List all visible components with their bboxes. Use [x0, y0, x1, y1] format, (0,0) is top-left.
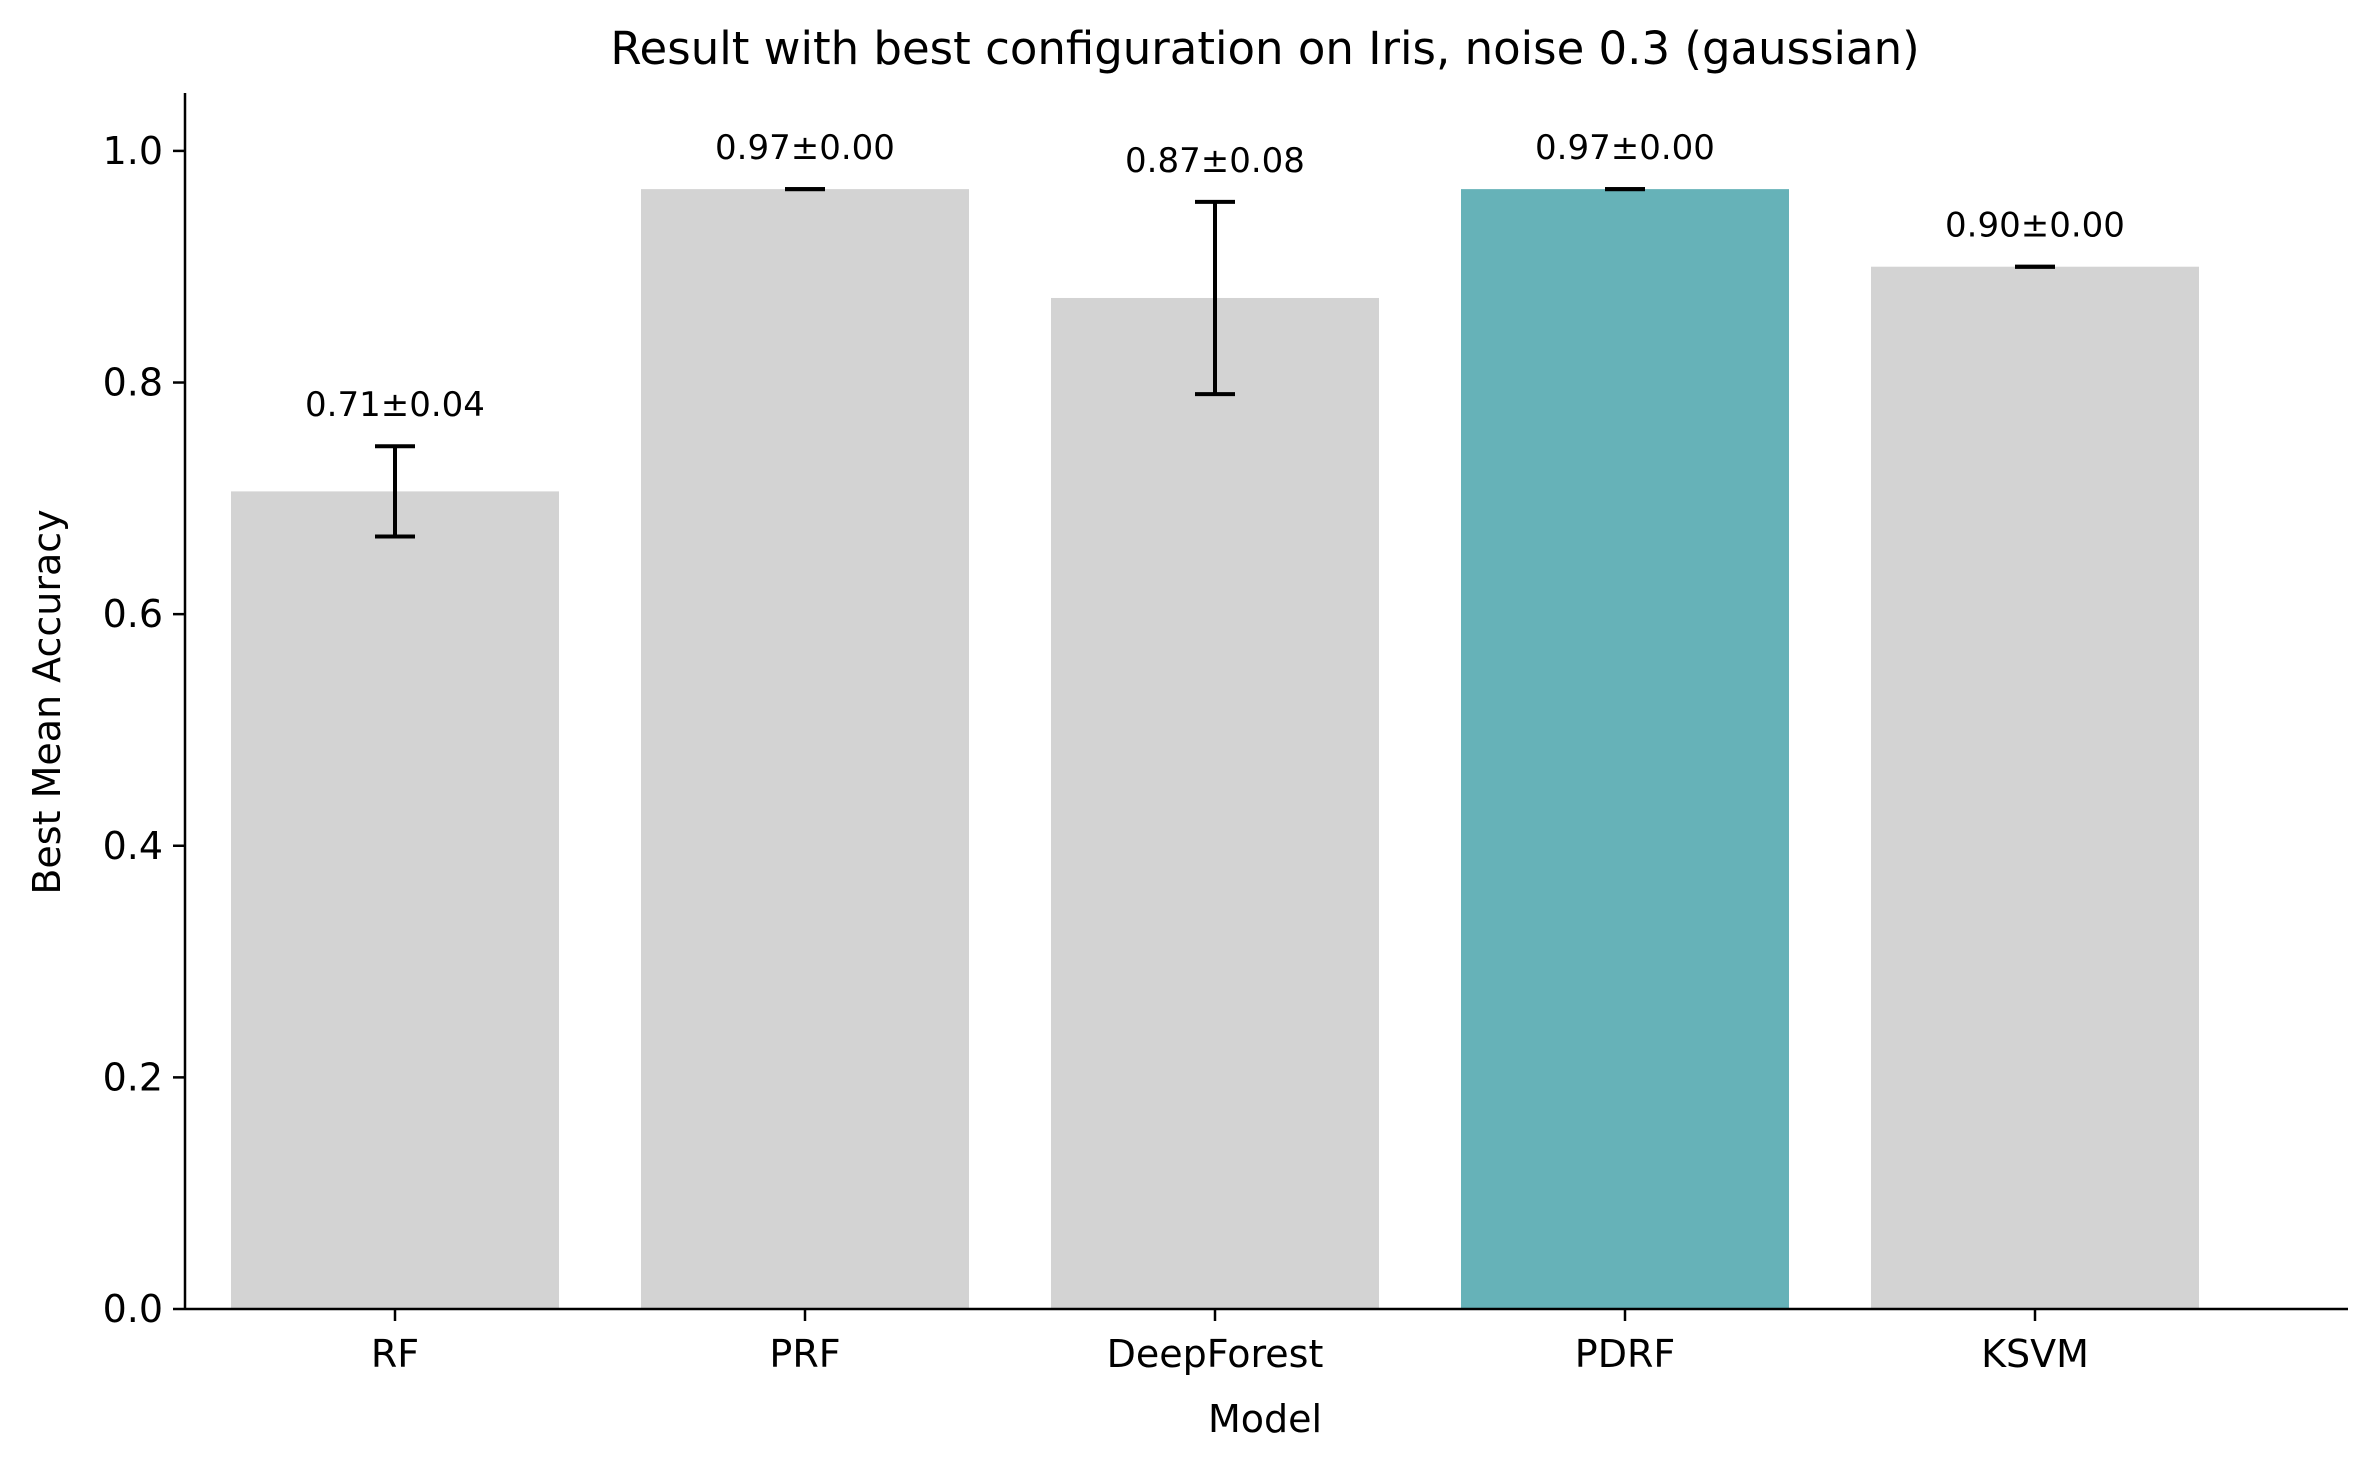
data-label-pdrf: 0.97±0.00: [1535, 128, 1715, 168]
y-tick-label-0-8: 0.8: [103, 361, 163, 405]
bar-pdrf: [1461, 189, 1789, 1309]
y-tick-label-0-4: 0.4: [103, 824, 163, 868]
x-tick-label-ksvm: KSVM: [1981, 1332, 2089, 1376]
x-tick-label-pdrf: PDRF: [1575, 1332, 1675, 1376]
bar-prf: [641, 189, 969, 1309]
x-axis-ticks: RF PRF DeepForest PDRF KSVM: [371, 1309, 2089, 1376]
bar-deepforest: [1051, 297, 1379, 1309]
data-label-ksvm: 0.90±0.00: [1945, 206, 2125, 246]
chart-title: Result with best configuration on Iris, …: [610, 22, 1919, 75]
bars-layer: [231, 189, 2199, 1309]
error-bar-deepforest: [1195, 199, 1235, 397]
data-label-prf: 0.97±0.00: [715, 128, 895, 168]
data-labels-layer: 0.71±0.04 0.97±0.00 0.87±0.08 0.97±0.00 0.90…: [305, 128, 2125, 425]
x-tick-label-deepforest: DeepForest: [1107, 1332, 1324, 1376]
y-tick-label-0-6: 0.6: [103, 592, 163, 636]
bar-rf: [231, 491, 559, 1309]
x-tick-label-prf: PRF: [769, 1332, 840, 1376]
error-bars-layer: [375, 187, 2055, 539]
y-tick-label-1-0: 1.0: [103, 129, 163, 173]
y-tick-label-0-2: 0.2: [103, 1055, 163, 1099]
data-label-rf: 0.71±0.04: [305, 385, 485, 425]
y-axis-label: Best Mean Accuracy: [25, 509, 69, 894]
y-axis-ticks: 0.0 0.2 0.4 0.6 0.8 1.0: [103, 129, 185, 1331]
x-tick-label-rf: RF: [371, 1332, 419, 1376]
y-tick-label-0-0: 0.0: [103, 1287, 163, 1331]
error-bar-rf: [375, 444, 415, 539]
x-axis-label: Model: [1208, 1397, 1322, 1441]
bar-ksvm: [1871, 266, 2199, 1309]
data-label-deepforest: 0.87±0.08: [1125, 141, 1305, 181]
